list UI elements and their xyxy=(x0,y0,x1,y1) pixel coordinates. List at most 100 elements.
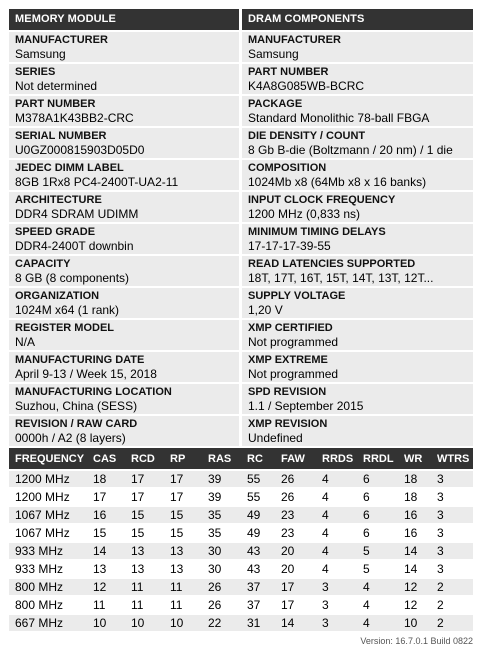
module-field-label: SERIAL NUMBER xyxy=(15,130,107,142)
memory-module-fields: MANUFACTURER Samsung SERIES Not determined P… xyxy=(9,32,239,446)
table-cell: 16 xyxy=(398,523,431,541)
table-cell: 3 xyxy=(431,505,473,523)
component-field-value: Samsung xyxy=(248,47,299,61)
module-field: ARCHITECTURE DDR4 SDRAM UDIMM xyxy=(9,192,239,222)
module-field: JEDEC DIMM LABEL 8GB 1Rx8 PC4-2400T-UA2-1… xyxy=(9,160,239,190)
module-field: PART NUMBER M378A1K43BB2-CRC xyxy=(9,96,239,126)
table-cell: 5 xyxy=(357,541,398,559)
table-cell: 4 xyxy=(316,523,357,541)
module-field-label: MANUFACTURING LOCATION xyxy=(15,386,172,398)
memory-module-header: MEMORY MODULE xyxy=(9,9,239,30)
table-cell: 6 xyxy=(357,523,398,541)
module-field-label: MANUFACTURER xyxy=(15,34,108,46)
module-field-label: ARCHITECTURE xyxy=(15,194,102,206)
module-field-label: CAPACITY xyxy=(15,258,71,270)
component-field-value: 18T, 17T, 16T, 15T, 14T, 13T, 12T... xyxy=(248,271,434,285)
table-cell: 3 xyxy=(316,577,357,595)
module-field-value: 8GB 1Rx8 PC4-2400T-UA2-11 xyxy=(15,175,179,189)
module-field-value: N/A xyxy=(15,335,36,349)
table-cell: 14 xyxy=(87,541,125,559)
table-cell: 800 MHz xyxy=(9,577,87,595)
component-field-value: Standard Monolithic 78-ball FBGA xyxy=(248,111,430,125)
module-field-value: Samsung xyxy=(15,47,66,61)
component-field: DIE DENSITY / COUNT 8 Gb B-die (Boltzmann… xyxy=(242,128,473,158)
table-row: 933 MHz 14 13 13 30 43 20 4 5 14 3 xyxy=(9,541,473,559)
table-cell: 6 xyxy=(357,487,398,505)
module-field-label: JEDEC DIMM LABEL xyxy=(15,162,124,174)
table-cell: 667 MHz xyxy=(9,613,87,631)
component-field: XMP EXTREME Not programmed xyxy=(242,352,473,382)
timings-column-header: FREQUENCY xyxy=(9,448,87,469)
component-field-value: Undefined xyxy=(248,431,303,445)
table-row: 667 MHz 10 10 10 22 31 14 3 4 10 2 xyxy=(9,613,473,631)
table-cell: 26 xyxy=(275,469,316,487)
table-cell: 18 xyxy=(87,469,125,487)
module-field-label: MANUFACTURING DATE xyxy=(15,354,145,366)
dram-components-column: DRAM COMPONENTS MANUFACTURER Samsung PART … xyxy=(242,9,473,448)
table-cell: 26 xyxy=(202,595,241,613)
module-field-label: ORGANIZATION xyxy=(15,290,100,302)
table-cell: 43 xyxy=(241,559,275,577)
table-cell: 20 xyxy=(275,541,316,559)
dram-components-fields: MANUFACTURER Samsung PART NUMBER K4A8G085WB… xyxy=(242,32,473,446)
component-field-value: K4A8G085WB-BCRC xyxy=(248,79,365,93)
module-field: REVISION / RAW CARD 0000h / A2 (8 layers) xyxy=(9,416,239,446)
table-cell: 12 xyxy=(87,577,125,595)
table-cell: 16 xyxy=(87,505,125,523)
table-cell: 13 xyxy=(125,559,164,577)
table-cell: 15 xyxy=(164,505,202,523)
module-field-label: SPEED GRADE xyxy=(15,226,96,238)
table-cell: 49 xyxy=(241,505,275,523)
table-cell: 3 xyxy=(431,469,473,487)
table-cell: 55 xyxy=(241,487,275,505)
component-field-label: SUPPLY VOLTAGE xyxy=(248,290,346,302)
component-field-label: XMP EXTREME xyxy=(248,354,328,366)
memory-module-column: MEMORY MODULE MANUFACTURER Samsung SERIES N… xyxy=(9,9,239,448)
info-columns: MEMORY MODULE MANUFACTURER Samsung SERIES N… xyxy=(9,9,473,448)
table-cell: 4 xyxy=(316,469,357,487)
component-field: COMPOSITION 1024Mb x8 (64Mb x8 x 16 banks… xyxy=(242,160,473,190)
module-field-value: DDR4-2400T downbin xyxy=(15,239,134,253)
component-field-value: 1200 MHz (0,833 ns) xyxy=(248,207,361,221)
table-cell: 10 xyxy=(164,613,202,631)
component-field-label: PART NUMBER xyxy=(248,66,329,78)
component-field-label: MINIMUM TIMING DELAYS xyxy=(248,226,386,238)
table-cell: 13 xyxy=(125,541,164,559)
table-cell: 3 xyxy=(316,613,357,631)
module-field: SPEED GRADE DDR4-2400T downbin xyxy=(9,224,239,254)
table-cell: 14 xyxy=(398,541,431,559)
table-cell: 3 xyxy=(431,487,473,505)
table-cell: 30 xyxy=(202,541,241,559)
component-field-label: COMPOSITION xyxy=(248,162,327,174)
table-cell: 37 xyxy=(241,577,275,595)
module-field: MANUFACTURER Samsung xyxy=(9,32,239,62)
table-cell: 20 xyxy=(275,559,316,577)
table-row: 1200 MHz 18 17 17 39 55 26 4 6 18 3 xyxy=(9,469,473,487)
table-row: 800 MHz 11 11 11 26 37 17 3 4 12 2 xyxy=(9,595,473,613)
component-field: XMP REVISION Undefined xyxy=(242,416,473,446)
module-field-value: M378A1K43BB2-CRC xyxy=(15,111,134,125)
table-cell: 2 xyxy=(431,577,473,595)
component-field-value: Not programmed xyxy=(248,335,339,349)
table-cell: 30 xyxy=(202,559,241,577)
module-field: ORGANIZATION 1024M x64 (1 rank) xyxy=(9,288,239,318)
table-cell: 17 xyxy=(125,469,164,487)
module-field-value: Suzhou, China (SESS) xyxy=(15,399,138,413)
table-cell: 15 xyxy=(125,505,164,523)
timings-column-header: FAW xyxy=(275,448,316,469)
component-field-label: INPUT CLOCK FREQUENCY xyxy=(248,194,396,206)
component-field: MINIMUM TIMING DELAYS 17-17-17-39-55 xyxy=(242,224,473,254)
component-field: XMP CERTIFIED Not programmed xyxy=(242,320,473,350)
table-row: 933 MHz 13 13 13 30 43 20 4 5 14 3 xyxy=(9,559,473,577)
table-cell: 4 xyxy=(357,577,398,595)
component-field: SUPPLY VOLTAGE 1,20 V xyxy=(242,288,473,318)
component-field-label: READ LATENCIES SUPPORTED xyxy=(248,258,416,270)
component-field: READ LATENCIES SUPPORTED 18T, 17T, 16T, 1… xyxy=(242,256,473,286)
component-field: PART NUMBER K4A8G085WB-BCRC xyxy=(242,64,473,94)
component-field: PACKAGE Standard Monolithic 78-ball FBGA xyxy=(242,96,473,126)
table-cell: 37 xyxy=(241,595,275,613)
table-cell: 10 xyxy=(87,613,125,631)
table-cell: 17 xyxy=(275,577,316,595)
table-cell: 11 xyxy=(164,595,202,613)
timings-column-header: WTRS xyxy=(431,448,473,469)
